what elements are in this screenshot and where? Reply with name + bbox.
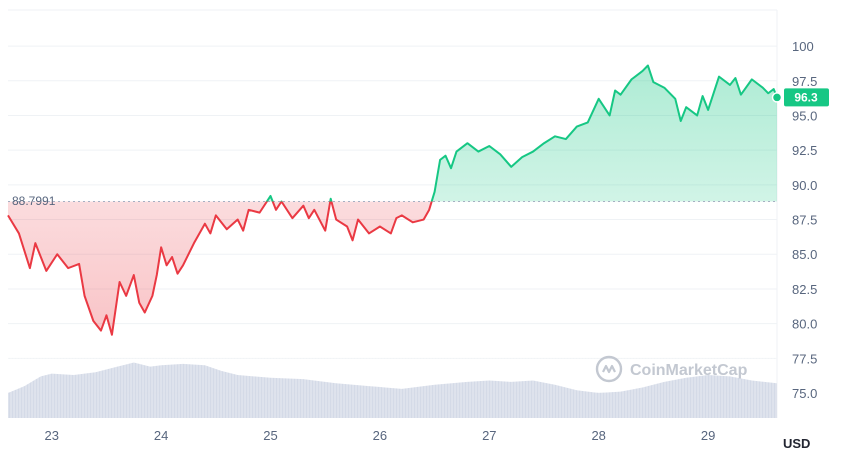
current-price-dot	[771, 92, 783, 103]
y-tick-label: 80.0	[792, 317, 817, 332]
x-tick-label: 29	[701, 428, 715, 443]
y-tick-label: 95.0	[792, 108, 817, 123]
y-tick-label: 92.5	[792, 143, 817, 158]
price-line	[7, 64, 778, 336]
y-tick-label: 100	[792, 39, 814, 54]
x-axis: 23 24 25 26 27 28 29	[45, 428, 716, 443]
y-tick-label: 90.0	[792, 178, 817, 193]
watermark-text: CoinMarketCap	[630, 362, 748, 379]
x-tick-label: 23	[45, 428, 59, 443]
y-tick-label: 75.0	[792, 386, 817, 401]
volume-area	[7, 330, 777, 418]
watermark: CoinMarketCap	[595, 355, 748, 383]
price-line-down	[7, 201, 433, 336]
x-tick-label: 24	[154, 428, 168, 443]
x-tick-label: 26	[373, 428, 387, 443]
y-tick-label: 85.0	[792, 247, 817, 262]
price-fill	[8, 65, 777, 335]
y-axis: 75.0 77.5 80.0 82.5 85.0 87.5 90.0 92.5 95.0 97.5…	[792, 39, 817, 401]
y-tick-label: 97.5	[792, 74, 817, 89]
price-fill-up	[266, 65, 777, 202]
current-price-badge: 96.3	[784, 88, 829, 107]
x-tick-label: 25	[263, 428, 277, 443]
y-tick-label: 87.5	[792, 213, 817, 228]
x-tick-label: 27	[482, 428, 496, 443]
current-price-value: 96.3	[794, 90, 818, 104]
y-tick-label: 82.5	[792, 282, 817, 297]
baseline-label: 88.7991	[12, 194, 56, 208]
x-tick-label: 28	[591, 428, 605, 443]
coinmarketcap-logo-icon	[595, 355, 623, 383]
currency-label: USD	[783, 436, 810, 451]
price-line-up	[265, 64, 778, 202]
y-tick-label: 77.5	[792, 351, 817, 366]
